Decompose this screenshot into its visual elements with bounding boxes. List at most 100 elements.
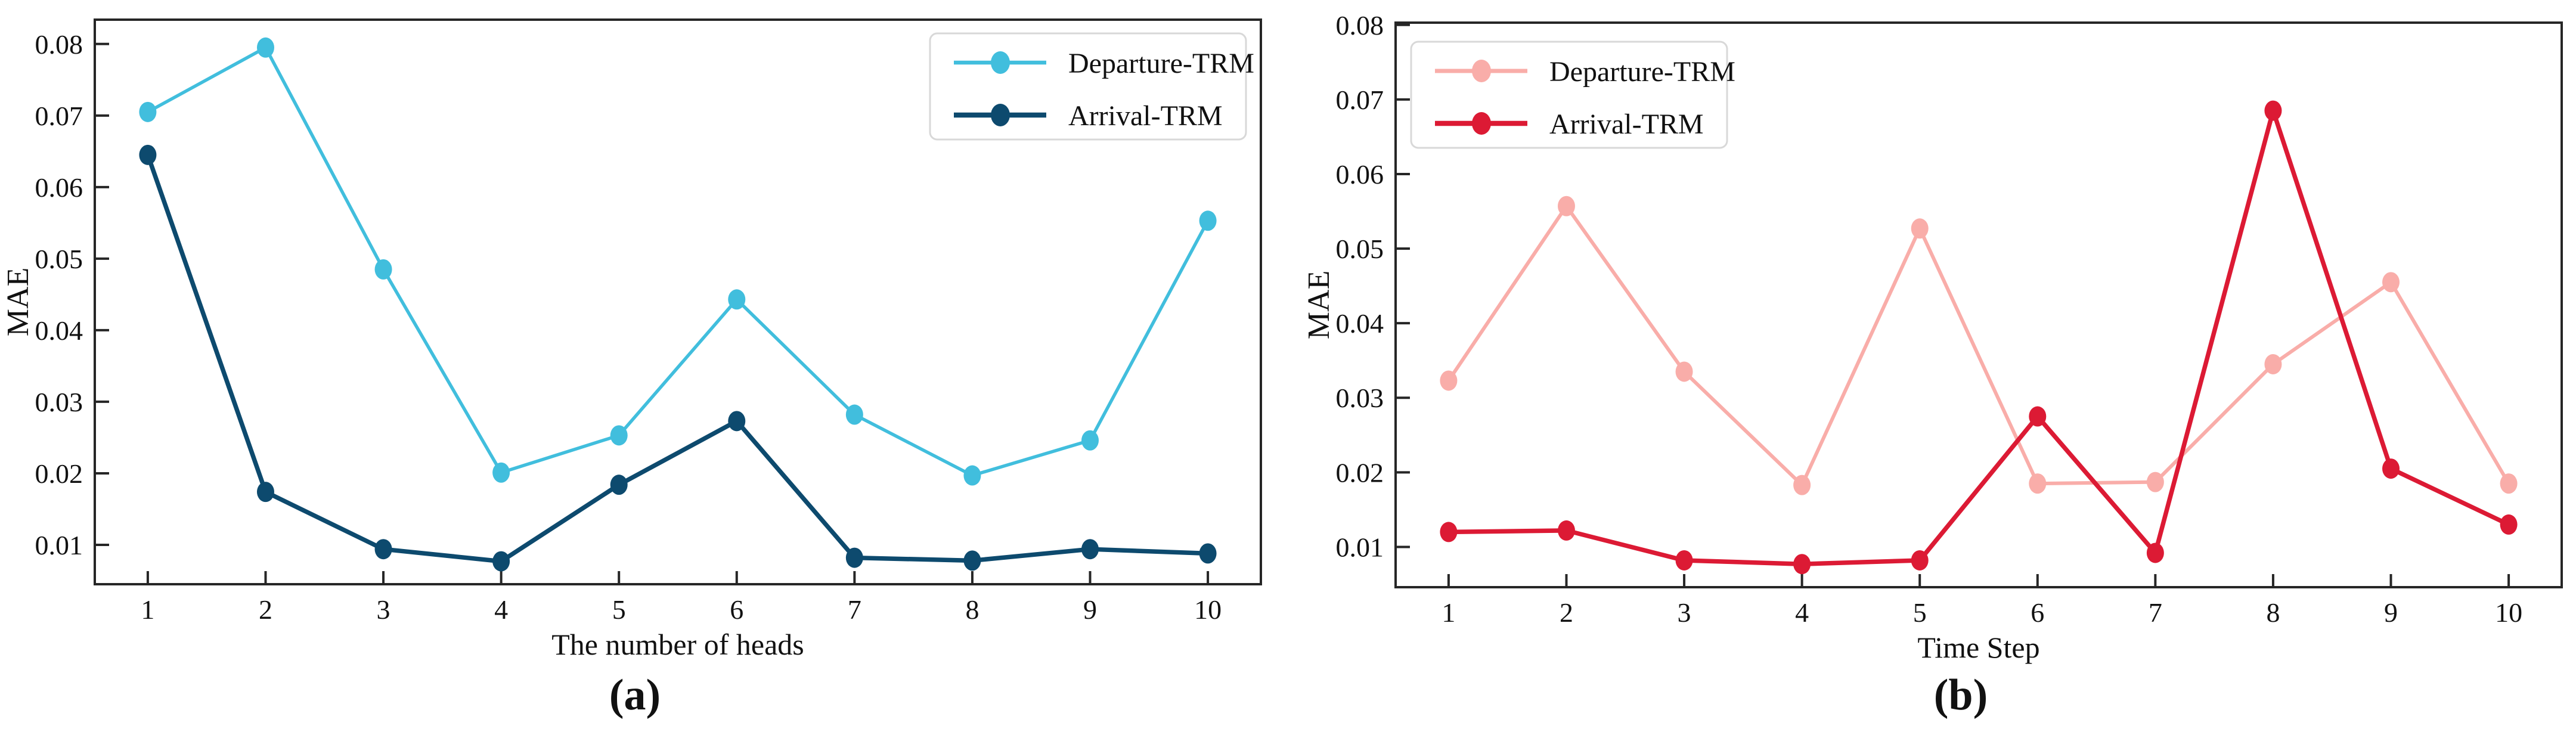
legend-label-departure-trm: Departure-TRM: [1549, 56, 1735, 88]
marker-arrival-trm-x9: [2382, 458, 2400, 479]
y-tick-label: 0.02: [35, 458, 83, 489]
marker-arrival-trm-x9: [1081, 539, 1099, 560]
series-line-departure-trm: [146, 46, 1210, 478]
y-tick-label: 0.01: [35, 530, 83, 560]
marker-departure-trm-x5: [610, 425, 628, 446]
x-tick-label: 8: [2266, 597, 2280, 628]
y-axis-label: MAE: [1, 268, 35, 337]
y-tick-label: 0.04: [1336, 308, 1384, 339]
marker-departure-trm-x3: [1675, 361, 1693, 382]
marker-departure-trm-x8: [2264, 354, 2282, 374]
x-tick-label: 3: [1678, 597, 1691, 628]
legend-sample-marker-arrival-trm: [991, 104, 1010, 126]
y-axis-label: MAE: [1302, 271, 1336, 340]
y-tick-label: 0.02: [1336, 457, 1384, 488]
marker-arrival-trm-x2: [256, 482, 274, 503]
x-tick-label: 2: [1560, 597, 1573, 628]
marker-departure-trm-x7: [845, 404, 863, 425]
x-tick-label: 1: [141, 594, 154, 625]
marker-arrival-trm-x4: [492, 551, 510, 572]
x-tick-label: 6: [2031, 597, 2044, 628]
marker-departure-trm-x1: [139, 101, 157, 122]
y-tick-label: 0.01: [1336, 532, 1384, 562]
marker-departure-trm-x10: [2500, 473, 2518, 494]
y-tick-label: 0.07: [35, 101, 83, 131]
x-axis-label: Time Step: [1917, 631, 2039, 664]
legend-label-departure-trm: Departure-TRM: [1068, 48, 1254, 79]
caption-a: (a): [609, 671, 661, 720]
plot-border: [94, 18, 1262, 585]
x-tick-label: 7: [2149, 597, 2162, 628]
x-tick-label: 6: [730, 594, 743, 625]
marker-departure-trm-x10: [1199, 210, 1217, 231]
marker-arrival-trm-x8: [2264, 100, 2282, 121]
legend-sample-marker-departure-trm: [1472, 60, 1491, 82]
x-tick-label: 1: [1442, 597, 1455, 628]
marker-arrival-trm-x7: [845, 547, 863, 568]
y-tick-label: 0.06: [35, 172, 83, 203]
marker-arrival-trm-x5: [1911, 550, 1929, 571]
marker-departure-trm-x9: [2382, 272, 2400, 293]
y-tick-label: 0.06: [1336, 159, 1384, 190]
y-tick-label: 0.07: [1336, 85, 1384, 115]
marker-arrival-trm-x8: [963, 550, 981, 571]
y-tick-label: 0.05: [1336, 234, 1384, 264]
x-tick-label: 2: [259, 594, 272, 625]
marker-departure-trm-x6: [728, 289, 746, 310]
x-tick-label: 3: [377, 594, 390, 625]
marker-departure-trm-x4: [492, 462, 510, 483]
marker-departure-trm-x2: [1557, 196, 1575, 216]
y-tick-label: 0.08: [35, 29, 83, 60]
marker-arrival-trm-x6: [2029, 406, 2047, 427]
legend-label-arrival-trm: Arrival-TRM: [1068, 100, 1223, 132]
chart-b: 0.01 0.02 0.03 0.04 0.05 0.06 0.07 0.08 1 2 3 4 5 6 7 8…: [1302, 10, 2563, 664]
marker-arrival-trm-x10: [1199, 543, 1217, 564]
marker-departure-trm-x7: [2146, 472, 2164, 492]
marker-departure-trm-x1: [1440, 370, 1458, 391]
y-tick-label: 0.05: [35, 244, 83, 274]
marker-departure-trm-x8: [963, 465, 981, 486]
x-tick-label: 10: [1194, 594, 1222, 625]
marker-arrival-trm-x5: [610, 475, 628, 495]
marker-departure-trm-x9: [1081, 430, 1099, 451]
series-line-departure-trm: [1446, 204, 2511, 487]
y-tick-label: 0.03: [1336, 383, 1384, 413]
marker-departure-trm-x5: [1911, 218, 1929, 239]
marker-departure-trm-x3: [374, 259, 392, 280]
marker-arrival-trm-x2: [1557, 520, 1575, 541]
legend-label-arrival-trm: Arrival-TRM: [1549, 108, 1704, 140]
y-tick-label: 0.08: [1336, 10, 1384, 41]
legend-sample-marker-arrival-trm: [1472, 112, 1491, 135]
series-line-arrival-trm: [1446, 108, 2511, 566]
marker-arrival-trm-x4: [1793, 554, 1811, 575]
series-line-arrival-trm: [145, 153, 1210, 564]
marker-arrival-trm-x10: [2500, 514, 2518, 535]
legend-sample-marker-departure-trm: [991, 51, 1010, 74]
x-tick-label: 4: [1795, 597, 1809, 628]
y-tick-label: 0.04: [35, 315, 83, 346]
x-axis-label: The number of heads: [551, 628, 804, 661]
x-tick-label: 10: [2495, 597, 2522, 628]
chart-a: 0.01 0.02 0.03 0.04 0.05 0.06 0.07 0.08 1 2 3 4 5 6 7 8…: [1, 18, 1262, 661]
marker-arrival-trm-x1: [1440, 522, 1458, 542]
x-tick-label: 9: [1083, 594, 1097, 625]
x-tick-label: 7: [848, 594, 861, 625]
x-tick-label: 4: [494, 594, 508, 625]
x-tick-label: 5: [612, 594, 626, 625]
marker-arrival-trm-x3: [1675, 550, 1693, 571]
marker-arrival-trm-x3: [374, 539, 392, 560]
plot-border: [1394, 21, 2563, 588]
x-tick-label: 8: [965, 594, 979, 625]
x-tick-label: 5: [1913, 597, 1927, 628]
marker-arrival-trm-x6: [728, 411, 746, 432]
marker-departure-trm-x2: [256, 37, 274, 58]
marker-arrival-trm-x7: [2146, 542, 2164, 563]
marker-arrival-trm-x1: [139, 144, 157, 165]
caption-b: (b): [1934, 671, 1988, 720]
marker-departure-trm-x4: [1793, 475, 1811, 495]
marker-departure-trm-x6: [2029, 473, 2047, 494]
x-tick-label: 9: [2384, 597, 2398, 628]
y-tick-label: 0.03: [35, 387, 83, 417]
